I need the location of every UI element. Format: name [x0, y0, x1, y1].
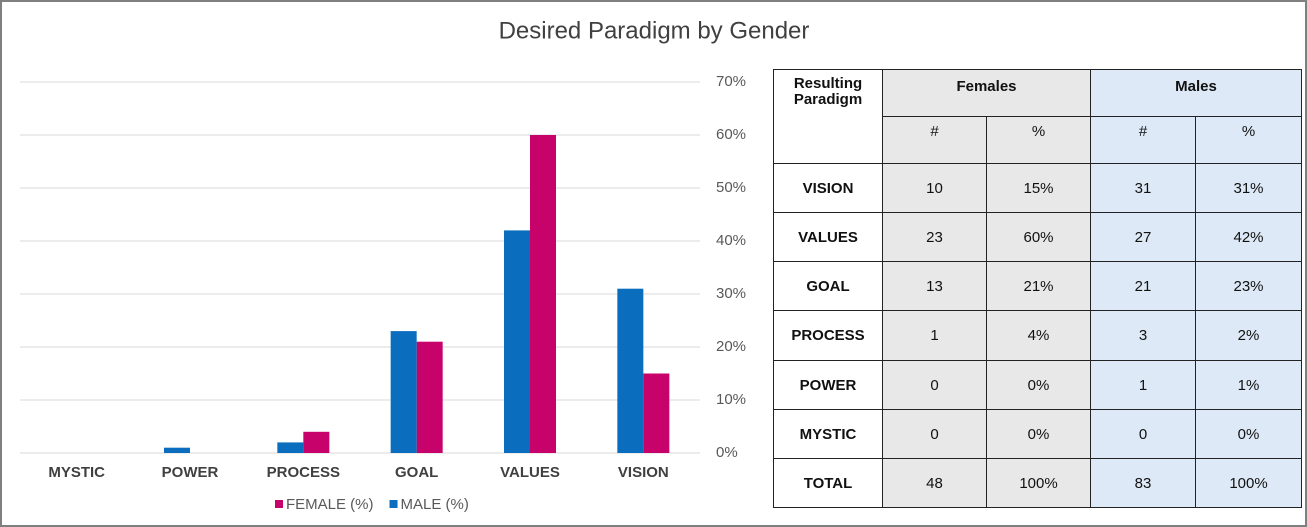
table-cell: 1% — [1195, 360, 1302, 410]
table-row: VALUES 23 60% 27 42% — [773, 212, 1302, 262]
bar — [303, 431, 330, 453]
table-cell: # — [1090, 116, 1196, 164]
table-row: POWER 0 0% 1 1% — [773, 360, 1302, 410]
table-cell: 100% — [1195, 458, 1302, 508]
table-cell: 4% — [986, 310, 1091, 361]
data-table: Resulting Paradigm Females Males #% #% VISION… — [773, 69, 1302, 508]
y-tick-label: 60% — [716, 126, 746, 143]
table-cell: 0% — [1195, 409, 1302, 459]
table-cell: VISION — [773, 163, 883, 213]
table-cell: 31% — [1195, 163, 1302, 213]
table-cell: 10 — [882, 163, 987, 213]
y-tick-label: 10% — [716, 391, 746, 408]
table-cell: 1 — [1090, 360, 1196, 410]
table-cell: 0% — [986, 360, 1091, 410]
table-cell: POWER — [773, 360, 883, 410]
table-cell: 2% — [1195, 310, 1302, 361]
table-row: VISION 10 15% 31 31% — [773, 163, 1302, 213]
y-tick-label: 0% — [716, 444, 738, 461]
table-cell: PROCESS — [773, 310, 883, 361]
table-cell: 100% — [986, 458, 1091, 508]
table-cell: VALUES — [773, 212, 883, 262]
x-tick-label: PROCESS — [267, 464, 340, 481]
table-cell: TOTAL — [773, 458, 883, 508]
legend-label: FEMALE (%) — [286, 496, 374, 513]
table-cell: 21 — [1090, 261, 1196, 311]
table-cell: 42% — [1195, 212, 1302, 262]
table-cell: 23% — [1195, 261, 1302, 311]
table-row: MYSTIC 0 0% 0 0% — [773, 409, 1302, 459]
table-cell: 0 — [882, 360, 987, 410]
table-cell: % — [1195, 116, 1302, 164]
x-tick-label: POWER — [162, 464, 219, 481]
table-cell: 31 — [1090, 163, 1196, 213]
y-tick-label: 50% — [716, 179, 746, 196]
x-tick-label: VISION — [618, 464, 669, 481]
table-row: PROCESS 1 4% 3 2% — [773, 310, 1302, 361]
y-tick-label: 20% — [716, 338, 746, 355]
table-cell: MYSTIC — [773, 409, 883, 459]
table-row: #% #% — [774, 116, 1302, 164]
table-cell: 0 — [882, 409, 987, 459]
bar — [504, 230, 530, 453]
bar — [164, 447, 190, 453]
table-cell: 13 — [882, 261, 987, 311]
table-cell: Resulting Paradigm — [773, 69, 883, 164]
table-cell: 83 — [1090, 458, 1196, 508]
y-tick-label: 70% — [716, 73, 746, 90]
table-row: Resulting Paradigm Females Males — [773, 69, 1302, 164]
table-cell: 3 — [1090, 310, 1196, 361]
table-cell: Males — [1090, 69, 1302, 117]
legend-swatch — [275, 500, 283, 508]
table-cell: 23 — [882, 212, 987, 262]
table-cell: 0% — [986, 409, 1091, 459]
chart-title: Desired Paradigm by Gender — [499, 17, 810, 44]
bar — [416, 341, 443, 453]
bar — [530, 135, 556, 453]
table-cell: % — [986, 116, 1091, 164]
table-cell: 60% — [986, 212, 1091, 262]
table-cell: 15% — [986, 163, 1091, 213]
bar — [643, 373, 670, 453]
x-tick-label: MYSTIC — [48, 464, 105, 481]
table-cell: 1 — [882, 310, 987, 361]
table-cell: 21% — [986, 261, 1091, 311]
table-cell: # — [882, 116, 987, 164]
bar — [390, 331, 417, 453]
table-cell: 0 — [1090, 409, 1196, 459]
x-tick-label: GOAL — [395, 464, 438, 481]
table-cell: Females — [882, 69, 1091, 117]
table-cell: 27 — [1090, 212, 1196, 262]
table-cell: GOAL — [773, 261, 883, 311]
table-row: GOAL 13 21% 21 23% — [773, 261, 1302, 311]
legend-label: MALE (%) — [401, 496, 469, 513]
legend-swatch — [389, 500, 398, 508]
x-tick-label: VALUES — [500, 464, 560, 481]
table-row: TOTAL 48 100% 83 100% — [773, 458, 1302, 508]
y-tick-label: 40% — [716, 232, 746, 249]
bar — [277, 442, 304, 453]
y-tick-label: 30% — [716, 285, 746, 302]
table-cell: 48 — [882, 458, 987, 508]
bar — [617, 288, 644, 453]
